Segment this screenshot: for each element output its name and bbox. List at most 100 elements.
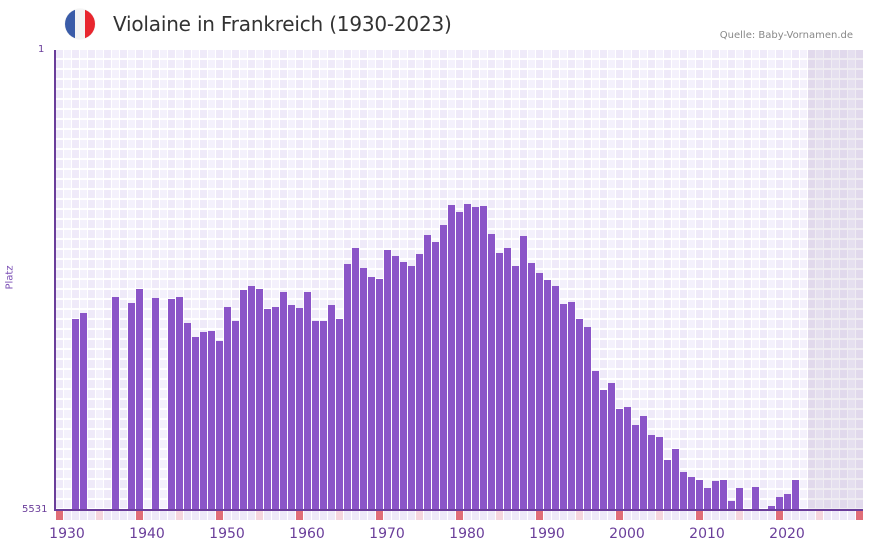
year-marker xyxy=(72,511,79,520)
x-axis-labels: 1930 1940 1950 1960 1970 1980 1990 2000 2010 2020 xyxy=(0,526,873,546)
flag-white-stripe xyxy=(75,9,85,39)
bar-1993 xyxy=(568,302,575,510)
bar-2007 xyxy=(680,472,687,510)
year-marker xyxy=(736,511,743,520)
bar-1991 xyxy=(552,285,559,510)
bar-1968 xyxy=(368,277,375,510)
year-marker xyxy=(496,511,503,520)
year-marker xyxy=(208,511,215,520)
year-marker xyxy=(440,511,447,520)
bar-1962 xyxy=(320,320,327,510)
year-marker xyxy=(552,511,559,520)
bar-1969 xyxy=(376,279,383,510)
x-tick-label: 2000 xyxy=(609,526,645,542)
bar-1954 xyxy=(256,288,263,510)
year-marker xyxy=(384,511,391,520)
bar-1995 xyxy=(584,326,591,510)
year-marker xyxy=(536,511,543,520)
bar-1992 xyxy=(560,304,567,510)
bar-1955 xyxy=(264,309,271,510)
year-marker xyxy=(744,511,751,520)
year-marker xyxy=(344,511,351,520)
year-marker xyxy=(88,511,95,520)
bar-1989 xyxy=(536,273,543,510)
bar-1956 xyxy=(272,307,279,510)
year-marker xyxy=(720,511,727,520)
bar-1932 xyxy=(80,313,87,510)
year-marker xyxy=(368,511,375,520)
year-marker xyxy=(696,511,703,520)
year-marker xyxy=(504,511,511,520)
y-axis-line xyxy=(54,50,56,511)
year-marker xyxy=(424,511,431,520)
year-marker xyxy=(152,511,159,520)
bar-2004 xyxy=(656,437,663,510)
bar-1981 xyxy=(472,206,479,510)
year-marker xyxy=(80,511,87,520)
year-marker xyxy=(304,511,311,520)
bar-1983 xyxy=(488,233,495,510)
year-marker xyxy=(824,511,831,520)
bar-1939 xyxy=(136,289,143,510)
year-marker xyxy=(760,511,767,520)
bar-1979 xyxy=(456,211,463,510)
bar-2010 xyxy=(704,488,711,510)
year-marker xyxy=(360,511,367,520)
year-marker xyxy=(408,511,415,520)
bar-1967 xyxy=(360,268,367,510)
bar-1988 xyxy=(528,263,535,510)
bar-2016 xyxy=(752,487,759,510)
bar-1972 xyxy=(400,262,407,510)
year-marker xyxy=(400,511,407,520)
year-marker xyxy=(224,511,231,520)
bar-1945 xyxy=(184,322,191,510)
year-marker xyxy=(672,511,679,520)
year-marker xyxy=(512,511,519,520)
bar-1999 xyxy=(616,408,623,510)
year-marker xyxy=(144,511,151,520)
bar-1987 xyxy=(520,235,527,510)
year-marker xyxy=(336,511,343,520)
year-marker xyxy=(168,511,175,520)
bar-2011 xyxy=(712,481,719,510)
bar-1971 xyxy=(392,256,399,510)
x-tick-label: 1950 xyxy=(209,526,245,542)
year-marker xyxy=(616,511,623,520)
bar-1996 xyxy=(592,370,599,510)
x-tick-label: 1980 xyxy=(449,526,485,542)
x-tick-label: 1940 xyxy=(129,526,165,542)
year-marker xyxy=(56,511,63,520)
bar-1977 xyxy=(440,224,447,510)
year-marker xyxy=(256,511,263,520)
year-marker xyxy=(648,511,655,520)
year-marker xyxy=(472,511,479,520)
bar-1953 xyxy=(248,285,255,510)
bar-1944 xyxy=(176,297,183,510)
bar-1959 xyxy=(296,308,303,510)
year-marker xyxy=(352,511,359,520)
x-tick-label: 1930 xyxy=(49,526,85,542)
bar-1936 xyxy=(112,297,119,510)
france-flag-icon xyxy=(65,9,95,39)
year-marker xyxy=(128,511,135,520)
year-marker xyxy=(312,511,319,520)
year-marker xyxy=(792,511,799,520)
year-marker xyxy=(200,511,207,520)
year-marker xyxy=(64,511,71,520)
bar-1961 xyxy=(312,320,319,510)
bar-1965 xyxy=(344,264,351,510)
y-tick-top: 1 xyxy=(38,44,45,55)
bar-1958 xyxy=(288,305,295,510)
year-marker xyxy=(600,511,607,520)
year-marker xyxy=(376,511,383,520)
year-marker xyxy=(416,511,423,520)
year-marker xyxy=(448,511,455,520)
chart-title: Violaine in Frankreich (1930-2023) xyxy=(113,12,452,36)
year-marker xyxy=(192,511,199,520)
year-marker xyxy=(848,511,855,520)
bar-1976 xyxy=(432,241,439,510)
bar-2005 xyxy=(664,460,671,510)
x-axis-line xyxy=(54,509,863,511)
year-marker xyxy=(768,511,775,520)
year-marker xyxy=(680,511,687,520)
